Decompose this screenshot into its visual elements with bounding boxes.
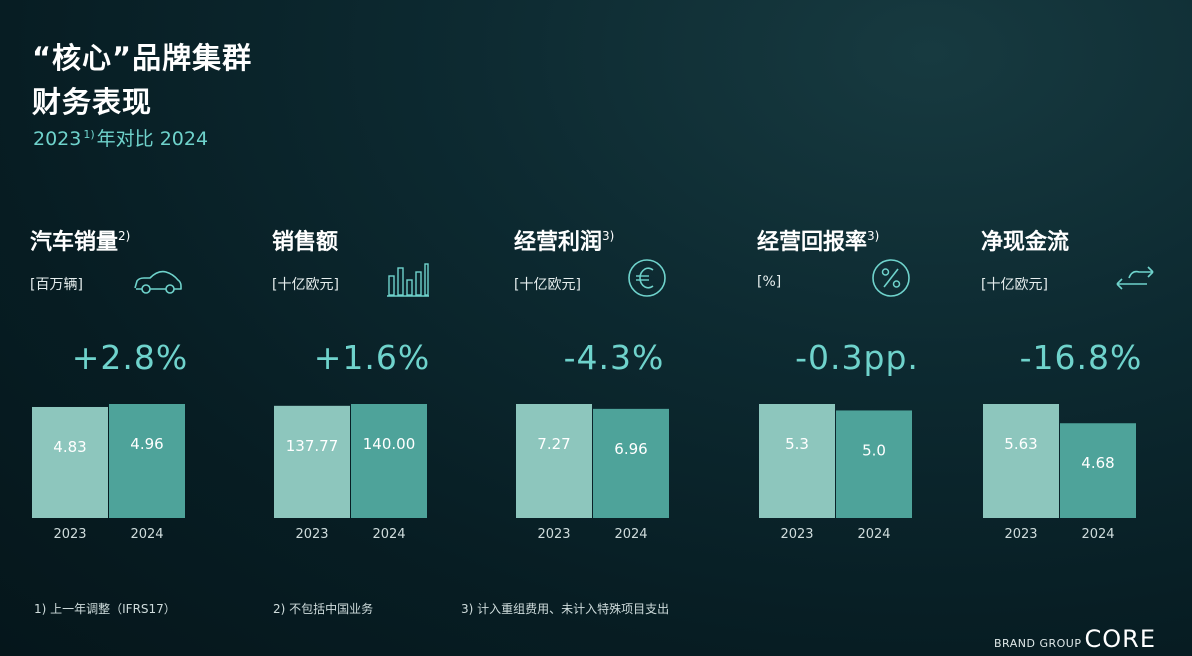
metric-unit: [十亿欧元]	[981, 277, 1048, 293]
bar-value-label: 5.63	[1004, 435, 1037, 453]
page-title: “核心”品牌集群 财务表现	[32, 36, 252, 124]
brand-logo: BRAND GROUP CORE	[994, 625, 1156, 653]
bar-2023	[516, 404, 592, 518]
brand-name: CORE	[1084, 625, 1156, 653]
bar-2023	[274, 405, 350, 518]
brand-prefix: BRAND GROUP	[994, 637, 1082, 650]
subtitle-year: 2023	[33, 128, 82, 150]
footnote-2: 2) 不包括中国业务	[273, 602, 374, 616]
percent-icon	[872, 259, 910, 297]
metric-panel-vehicle-sales: 汽车销量2) [百万辆] +2.8% 4.83 2023 4.96 2024	[30, 222, 230, 552]
car-icon	[134, 270, 182, 294]
bar-2023	[759, 404, 835, 518]
metric-title-text: 经营利润	[514, 230, 603, 255]
bar-chart: 5.63 2023 4.68 2024	[983, 404, 1136, 542]
x-tick-label: 2023	[780, 527, 813, 542]
metric-panel-revenue: 销售额 [十亿欧元] +1.6% 137.77 2023 140.00 2024	[272, 222, 472, 552]
bar-chart: 5.3 2023 5.0 2024	[759, 404, 912, 542]
bar-value-label: 4.96	[130, 435, 163, 453]
metric-title: 净现金流	[981, 224, 1069, 256]
x-tick-label: 2024	[857, 527, 890, 542]
metric-change: -16.8%	[1019, 338, 1143, 377]
subtitle-text: 年对比 2024	[96, 128, 209, 150]
bar-chart-icon	[387, 263, 429, 297]
bar-2024	[836, 410, 912, 518]
metric-unit: [%]	[757, 274, 782, 290]
metric-title: 销售额	[272, 224, 338, 256]
bar-value-label: 6.96	[614, 440, 647, 458]
bar-2023	[983, 404, 1059, 518]
exchange-icon	[1116, 266, 1154, 290]
x-tick-label: 2024	[614, 527, 647, 542]
footnote-3: 3) 计入重组费用、未计入特殊项目支出	[461, 602, 670, 616]
euro-icon	[628, 259, 666, 297]
x-tick-label: 2023	[295, 527, 328, 542]
metric-title-text: 汽车销量	[30, 230, 119, 255]
bar-value-label: 4.68	[1081, 454, 1114, 472]
bar-2024	[1060, 423, 1136, 518]
bar-chart: 7.27 2023 6.96 2024	[516, 404, 669, 542]
title-line-1: “核心”品牌集群	[32, 41, 253, 75]
x-tick-label: 2024	[130, 527, 163, 542]
bar-value-label: 5.0	[862, 441, 886, 459]
metric-title: 经营利润3)	[514, 224, 614, 256]
metric-footnote-ref: 3)	[602, 229, 615, 243]
metric-panel-operating-profit: 经营利润3) [十亿欧元] -4.3% 7.27 2023 6.96 2024	[514, 222, 714, 552]
bar-value-label: 140.00	[363, 435, 416, 453]
metric-title-text: 净现金流	[981, 230, 1070, 255]
x-tick-label: 2023	[1004, 527, 1037, 542]
metric-change: -4.3%	[563, 338, 665, 377]
metric-panel-net-cash-flow: 净现金流 [十亿欧元] -16.8% 5.63 2023 4.68 2024	[981, 222, 1181, 552]
bar-chart: 137.77 2023 140.00 2024	[274, 404, 427, 542]
bar-2024	[351, 404, 427, 518]
metric-unit: [百万辆]	[30, 277, 83, 293]
metric-panel-operating-return: 经营回报率3) [%] -0.3pp. 5.3 2023 5.0 2024	[757, 222, 957, 552]
metric-unit: [十亿欧元]	[272, 277, 339, 293]
bar-2024	[109, 404, 185, 518]
bar-chart: 4.83 2023 4.96 2024	[32, 404, 185, 542]
metric-title: 经营回报率3)	[757, 224, 879, 256]
metric-title-text: 销售额	[272, 230, 339, 255]
metric-title: 汽车销量2)	[30, 224, 130, 256]
metric-change: -0.3pp.	[795, 338, 919, 377]
metric-change: +2.8%	[71, 338, 189, 377]
bar-value-label: 7.27	[537, 435, 570, 453]
bar-value-label: 137.77	[286, 437, 339, 455]
bar-2024	[593, 408, 669, 518]
x-tick-label: 2024	[372, 527, 405, 542]
bar-2023	[32, 406, 108, 518]
bar-value-label: 5.3	[785, 435, 809, 453]
metric-title-text: 经营回报率	[757, 230, 868, 255]
subtitle-footnote-ref: 1)	[83, 128, 95, 141]
page-subtitle: 2023 1) 年对比 2024	[33, 124, 208, 151]
metric-footnote-ref: 2)	[118, 229, 131, 243]
metric-footnote-ref: 3)	[867, 229, 880, 243]
x-tick-label: 2024	[1081, 527, 1114, 542]
x-tick-label: 2023	[537, 527, 570, 542]
title-line-2: 财务表现	[32, 85, 153, 119]
bar-value-label: 4.83	[53, 438, 86, 456]
x-tick-label: 2023	[53, 527, 86, 542]
metric-change: +1.6%	[313, 338, 431, 377]
metric-unit: [十亿欧元]	[514, 277, 581, 293]
footnote-1: 1) 上一年调整（IFRS17）	[34, 602, 176, 616]
